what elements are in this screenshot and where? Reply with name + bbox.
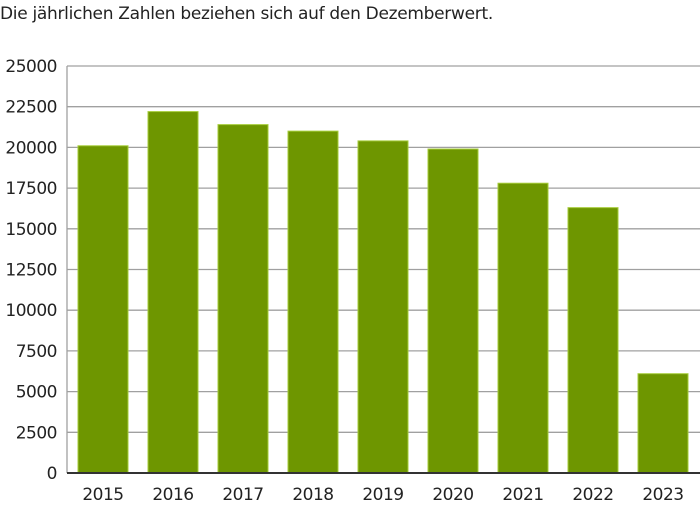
bar-2016 [147,111,199,474]
y-tick-label: 0 [47,464,57,484]
bar-2021 [497,182,549,474]
x-tick-label: 2015 [82,485,123,505]
bar-2023 [637,373,689,474]
x-tick-label: 2023 [642,485,683,505]
bar-2015 [77,145,129,474]
y-tick-label: 22500 [5,98,57,118]
y-tick-label: 17500 [5,179,57,199]
y-tick-label: 10000 [5,301,57,321]
y-tick-label: 7500 [16,342,57,362]
y-tick-label: 15000 [5,220,57,240]
y-tick-label: 12500 [5,261,57,281]
x-tick-label: 2019 [362,485,403,505]
x-tick-label: 2020 [432,485,473,505]
y-tick-label: 25000 [5,57,57,77]
x-tick-label: 2017 [222,485,263,505]
bar-2022 [567,207,619,474]
y-tick-label: 20000 [5,138,57,158]
bar-2020 [427,148,479,474]
bar-2019 [357,140,409,474]
y-tick-label: 5000 [16,383,57,403]
x-tick-label: 2018 [292,485,333,505]
x-tick-label: 2022 [572,485,613,505]
x-tick-label: 2016 [152,485,193,505]
chart-title: Die jährlichen Zahlen beziehen sich auf … [0,4,493,24]
bar-2018 [287,130,339,474]
y-tick-label: 2500 [16,423,57,443]
bar-2017 [217,124,269,474]
x-tick-label: 2021 [502,485,543,505]
